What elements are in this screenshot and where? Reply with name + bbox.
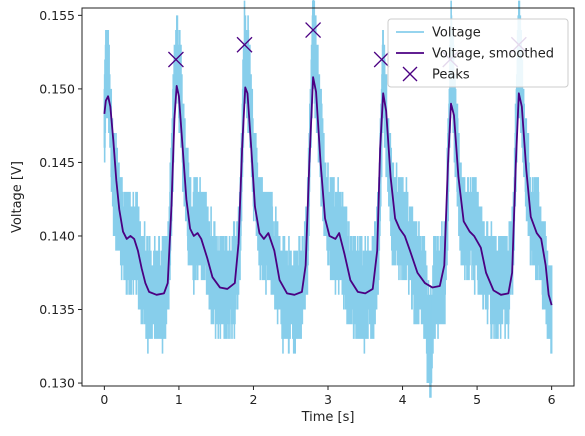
- legend-box: [387, 18, 569, 88]
- peak-marker: [167, 51, 184, 68]
- y-axis-label: Voltage [V]: [10, 161, 25, 233]
- y-axis-ticks: 0.130 0.135 0.140 0.145 0.150 0.155: [39, 8, 82, 391]
- y-tick-label: 0.155: [39, 8, 75, 23]
- y-tick-label: 0.145: [39, 155, 75, 170]
- legend-peak-marker: [402, 66, 418, 82]
- x-tick-label: 0: [100, 392, 108, 407]
- legend-label-peaks: Peaks: [432, 68, 470, 83]
- x-axis-ticks: 0 1 2 3 4 5 6: [100, 386, 556, 407]
- y-tick-label: 0.150: [39, 81, 75, 96]
- x-tick-label: 2: [249, 392, 257, 407]
- x-tick-label: 3: [324, 392, 332, 407]
- y-tick-label: 0.135: [39, 302, 75, 317]
- legend-label-voltage: Voltage: [432, 26, 481, 41]
- series-voltage-smoothed: [103, 76, 553, 306]
- x-tick-label: 6: [548, 392, 556, 407]
- y-tick-label: 0.140: [39, 228, 75, 243]
- y-tick-label: 0.130: [39, 376, 75, 391]
- peak-marker: [373, 51, 390, 68]
- peak-marker: [305, 22, 322, 39]
- x-axis-label: Time [s]: [301, 410, 355, 425]
- x-tick-label: 5: [473, 392, 481, 407]
- legend-label-voltage-smoothed: Voltage, smoothed: [432, 47, 554, 62]
- legend: Voltage Voltage, smoothed Peaks: [387, 18, 569, 88]
- peak-marker: [236, 36, 253, 53]
- x-tick-label: 1: [175, 392, 183, 407]
- legend-swatch-peaks: [402, 66, 418, 82]
- x-tick-label: 4: [399, 392, 407, 407]
